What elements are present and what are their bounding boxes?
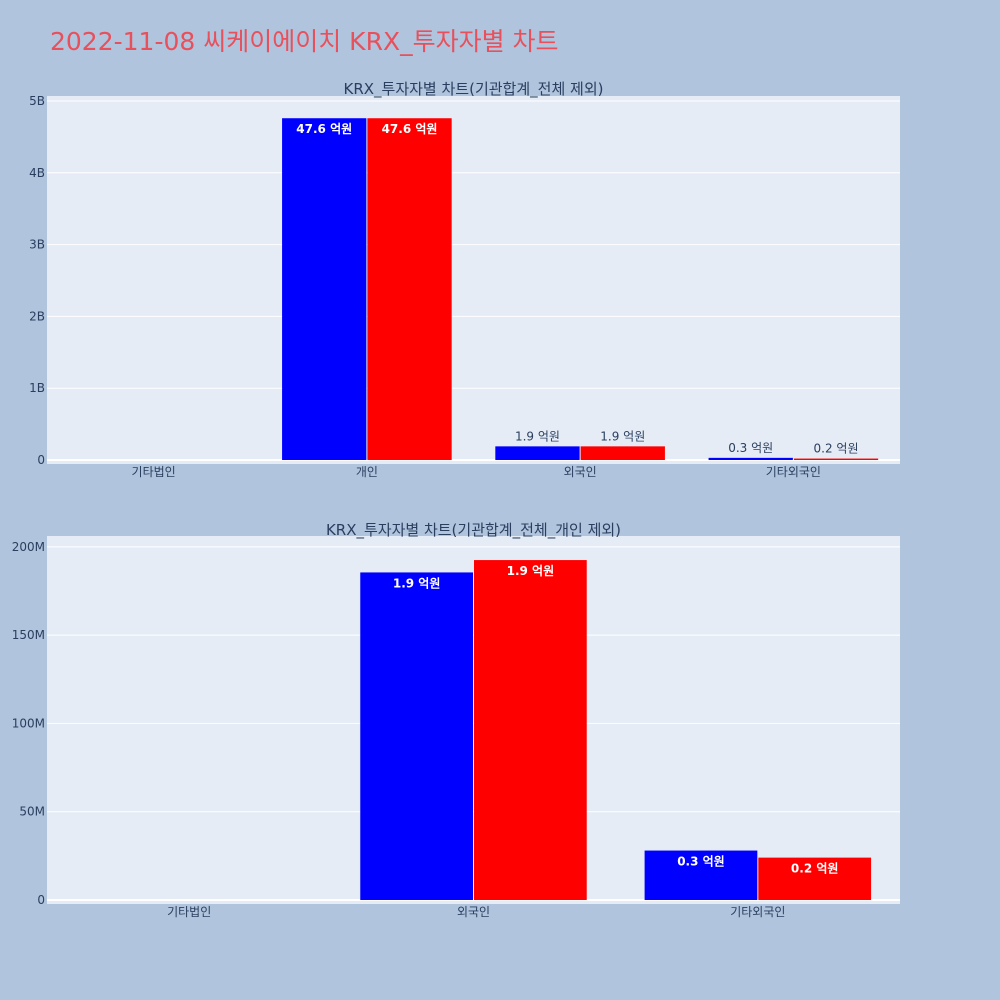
y-tick-label: 4B <box>29 166 45 180</box>
bar-data-label: 0.2 억원 <box>791 862 839 876</box>
bar <box>495 446 580 460</box>
x-tick-label: 기타외국인 <box>730 905 785 919</box>
bar <box>758 857 872 900</box>
bar-data-label: 1.9 억원 <box>600 429 645 443</box>
bar <box>708 457 793 460</box>
chart-2: 0 50M 100M 150M 200M KRX_투자자별 차트(기관합계_전체_개인 제… <box>12 521 900 919</box>
bar <box>282 118 367 461</box>
y-tick-label: 150M <box>12 628 45 642</box>
x-tick-label: 기타외국인 <box>766 465 821 479</box>
y-tick-label: 5B <box>29 94 45 108</box>
bar-data-label: 1.9 억원 <box>515 429 560 443</box>
bar-data-label: 47.6 억원 <box>382 122 438 136</box>
x-tick-label: 기타법인 <box>132 465 176 479</box>
bar <box>360 572 473 900</box>
chart-1: 0 1B 2B 3B 4B 5B KRX_투자자별 차트(기관합계_전체 제외) 기타법인 개인… <box>29 80 900 479</box>
y-tick-label: 0 <box>37 453 45 467</box>
bar-data-label: 1.9 억원 <box>393 576 441 590</box>
plot-area <box>47 536 900 904</box>
page-title: 2022-11-08 씨케이에이치 KRX_투자자별 차트 <box>50 27 559 56</box>
subplot-title: KRX_투자자별 차트(기관합계_전체_개인 제외) <box>326 521 621 540</box>
bar <box>474 560 587 900</box>
bar <box>644 850 758 900</box>
y-tick-label: 3B <box>29 238 45 252</box>
bar <box>793 458 879 460</box>
plot-area <box>47 96 900 464</box>
y-tick-label: 200M <box>12 540 45 554</box>
y-tick-label: 0 <box>37 893 45 907</box>
x-tick-label: 기타법인 <box>167 905 211 919</box>
bar-data-label: 0.2 억원 <box>814 442 859 456</box>
x-tick-label: 외국인 <box>564 465 597 479</box>
bar-data-label: 1.9 억원 <box>507 564 555 578</box>
bar <box>367 118 452 461</box>
y-tick-label: 50M <box>19 805 45 819</box>
y-tick-label: 1B <box>29 381 45 395</box>
bar-data-label: 0.3 억원 <box>728 441 773 455</box>
subplot-title: KRX_투자자별 차트(기관합계_전체 제외) <box>344 80 604 99</box>
bar <box>580 446 665 460</box>
y-tick-label: 2B <box>29 309 45 323</box>
x-tick-label: 외국인 <box>457 905 490 919</box>
bar-data-label: 0.3 억원 <box>677 855 725 869</box>
y-tick-label: 100M <box>12 716 45 730</box>
bar-data-label: 47.6 억원 <box>296 122 352 136</box>
x-tick-label: 개인 <box>356 465 378 479</box>
